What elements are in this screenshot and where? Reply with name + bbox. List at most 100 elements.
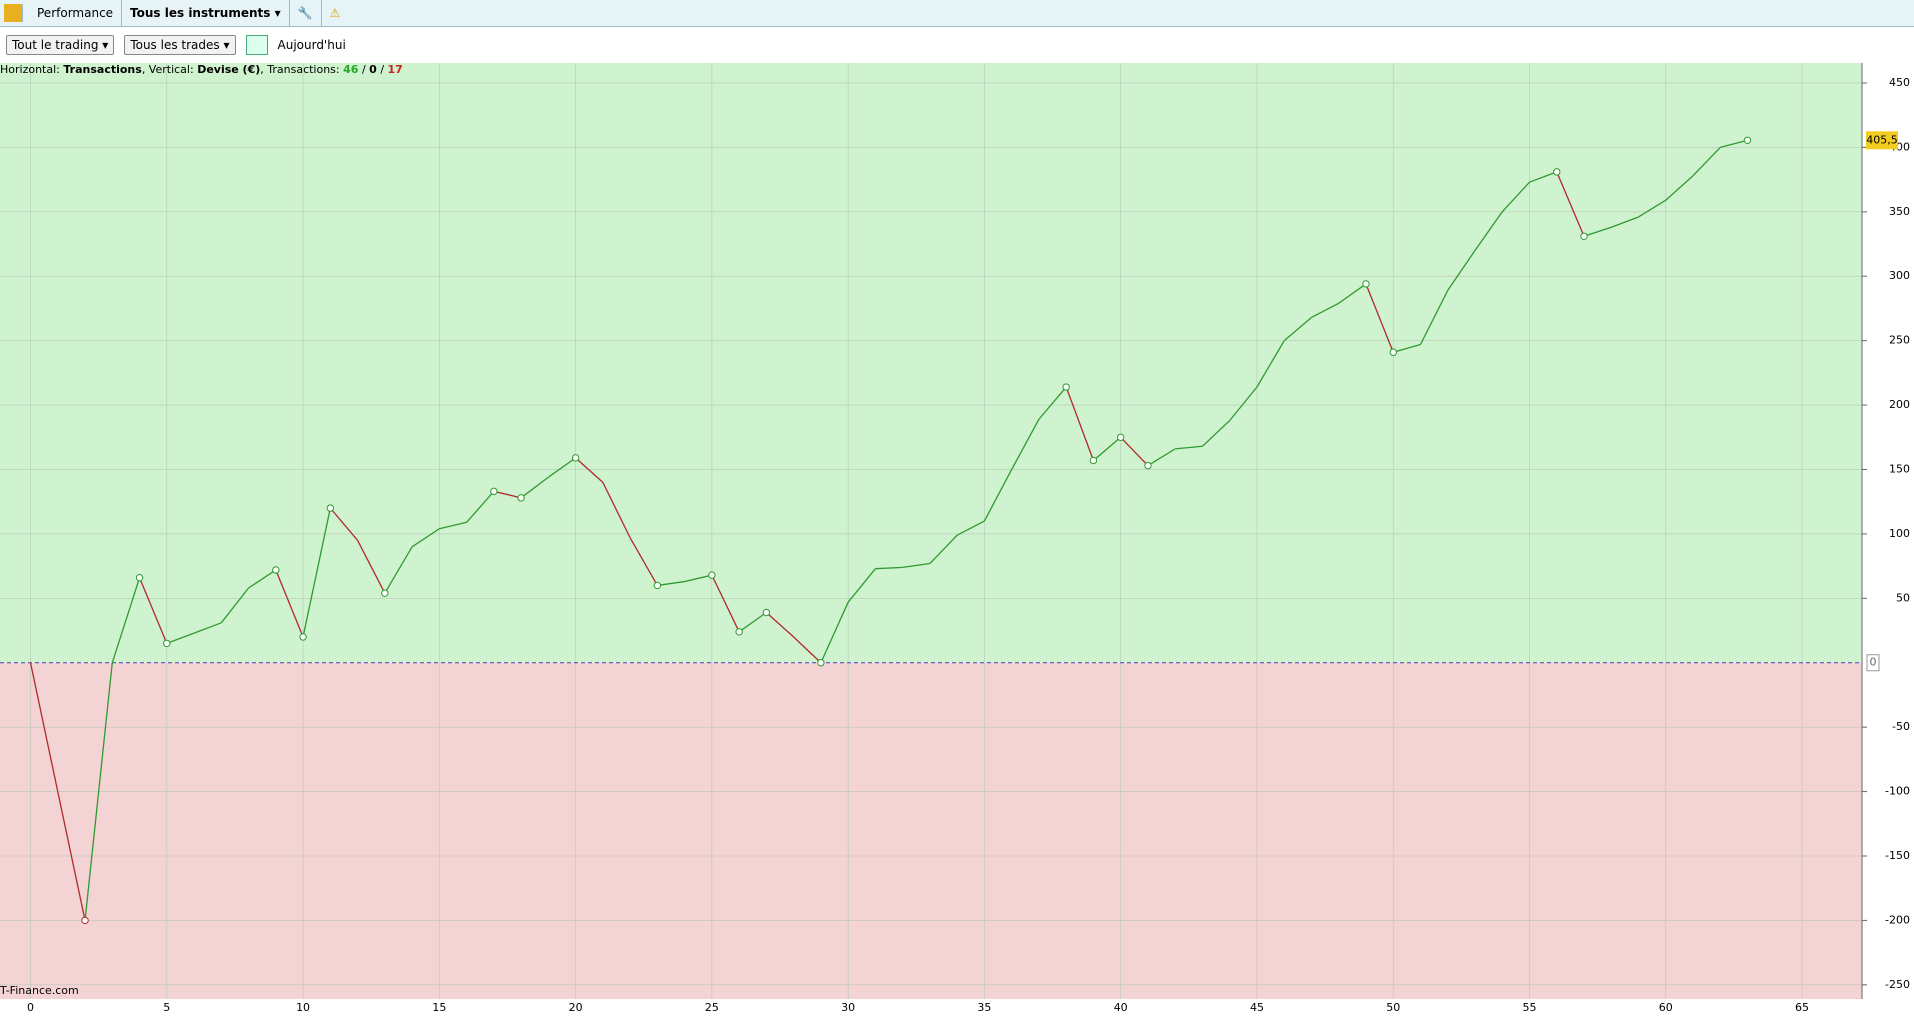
x-tick-label: 50 (1386, 1001, 1400, 1014)
settings-icon[interactable]: 🔧 (290, 0, 322, 26)
segment (166, 632, 195, 645)
date-button[interactable]: Aujourd'hui (277, 37, 346, 52)
point (1362, 280, 1370, 288)
segment (248, 569, 277, 589)
segment (193, 622, 222, 634)
point (517, 494, 525, 502)
segment (384, 546, 413, 594)
instrument-select[interactable]: Tous les instruments ▾ (122, 0, 290, 26)
x-tick-label: 30 (841, 1001, 855, 1014)
segment (466, 490, 495, 523)
segment (520, 476, 549, 499)
point (1743, 136, 1752, 145)
point (272, 566, 280, 574)
info-text: Horizontal: Transactions, Vertical: Devi… (0, 63, 403, 76)
negative-area (0, 662, 1862, 999)
segment (275, 569, 304, 638)
point (490, 487, 498, 496)
point (571, 454, 580, 462)
x-tick-label: 0 (27, 1001, 34, 1014)
x-tick-label: 65 (1795, 1001, 1809, 1014)
y-tick-label: 450 (1889, 76, 1910, 89)
trades-select[interactable]: Tous les trades ▾ (124, 34, 236, 55)
point (163, 639, 171, 648)
segment (1447, 250, 1476, 291)
point (762, 608, 771, 617)
label: , Transactions: (260, 63, 339, 76)
segment (956, 520, 985, 536)
value: Transactions (63, 63, 142, 76)
segment (711, 574, 740, 633)
point (708, 571, 716, 579)
segment (493, 490, 522, 499)
x-tick-label: 35 (977, 1001, 991, 1014)
point (735, 628, 743, 636)
value: Devise (€) (197, 63, 260, 76)
y-tick-label: 200 (1889, 398, 1910, 411)
x-tick-label: 5 (163, 1001, 170, 1014)
segment (1338, 283, 1367, 304)
segment (547, 457, 576, 478)
top-bar: Performance Tous les instruments ▾ 🔧 ⚠ (0, 0, 1914, 27)
point (299, 633, 307, 641)
segment (1529, 171, 1557, 183)
x-tick-label: 15 (432, 1001, 446, 1014)
point (81, 916, 89, 925)
segment (657, 580, 685, 587)
segment (1665, 175, 1694, 201)
segment (602, 482, 631, 539)
x-tick-label: 45 (1250, 1001, 1264, 1014)
segment (1692, 146, 1721, 177)
y-tick-label: -150 (1885, 849, 1910, 862)
segment (629, 537, 658, 586)
segment (1393, 343, 1421, 353)
y-tick-label: 150 (1889, 462, 1910, 475)
segment (929, 534, 958, 564)
segment (738, 611, 767, 633)
y-tick-label: 100 (1889, 527, 1910, 540)
last-value-label: 405,5 (1866, 133, 1898, 146)
filter-bar: Tout le trading ▾ Tous les trades ▾ Aujo… (0, 27, 1914, 62)
chart: 0 5 10 15 20 25 30 35 40 45 50 55 60 65 -250 -200 -150 -1… (0, 63, 1914, 1017)
segment (220, 587, 250, 624)
performance-tab[interactable]: Performance (29, 0, 123, 26)
segment (1720, 139, 1748, 149)
point (1389, 348, 1397, 356)
segment (1311, 302, 1340, 319)
segment (329, 507, 359, 541)
y-tick-label: 250 (1889, 334, 1910, 347)
y-tick-label: 350 (1889, 205, 1910, 218)
calendar-icon[interactable] (245, 34, 268, 55)
point (653, 581, 662, 590)
segment (84, 662, 113, 921)
wins: 46 (343, 63, 359, 76)
segment (575, 457, 604, 483)
segment (111, 577, 141, 663)
zero-box (1866, 654, 1880, 672)
trades-text: Tous les trades (130, 37, 220, 52)
trading-select[interactable]: Tout le trading ▾ (6, 34, 115, 55)
label: Horizontal: (0, 63, 60, 76)
x-tick-label: 25 (705, 1001, 719, 1014)
segment (875, 566, 903, 570)
demo-icon (4, 4, 23, 22)
y-tick-label: 50 (1896, 591, 1910, 604)
segment (1175, 445, 1203, 450)
segment (302, 507, 331, 638)
segment (356, 540, 386, 594)
info-line: Horizontal: Transactions, Vertical: Devi… (0, 63, 403, 76)
segment (138, 577, 168, 644)
point (381, 589, 389, 597)
segment (1120, 436, 1149, 467)
positive-area (0, 63, 1862, 663)
point (1144, 461, 1152, 470)
point (1580, 232, 1588, 240)
sep: / (362, 63, 366, 76)
x-tick-label: 10 (296, 1001, 310, 1014)
segment (1011, 418, 1040, 470)
even: 0 (369, 63, 377, 76)
sep: / (380, 63, 384, 76)
zero-label: 0 (1870, 656, 1877, 669)
warning-icon[interactable]: ⚠ (329, 6, 341, 20)
